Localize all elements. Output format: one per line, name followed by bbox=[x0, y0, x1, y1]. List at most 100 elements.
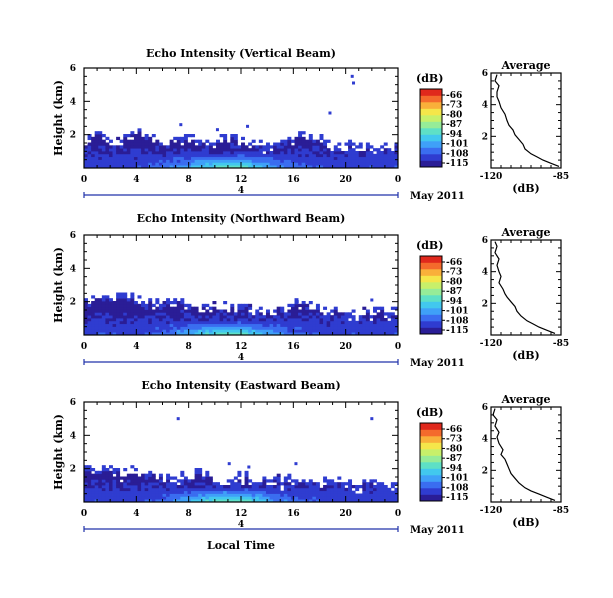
heatmap-cell bbox=[241, 148, 245, 152]
heatmap-cell bbox=[308, 326, 313, 330]
heatmap-cell bbox=[180, 136, 185, 141]
heatmap-cell bbox=[298, 134, 303, 138]
heatmap-cell bbox=[91, 479, 96, 483]
heatmap-cell bbox=[262, 323, 267, 327]
heatmap-cell bbox=[351, 315, 356, 319]
heatmap-cell bbox=[141, 306, 146, 310]
heatmap-cell bbox=[355, 151, 360, 155]
heatmap-cell bbox=[119, 493, 124, 497]
heatmap-cell bbox=[265, 326, 270, 330]
heatmap-cell bbox=[280, 499, 285, 503]
heatmap-cell bbox=[273, 487, 278, 492]
heatmap-cell bbox=[369, 490, 374, 494]
heatmap-cell bbox=[369, 482, 374, 486]
scatter-echo bbox=[179, 123, 183, 127]
heatmap-cell bbox=[123, 468, 128, 472]
heatmap-cell bbox=[180, 159, 185, 163]
heatmap-cell bbox=[387, 156, 392, 160]
heatmap-cell bbox=[187, 134, 192, 138]
heatmap-cell bbox=[233, 318, 238, 322]
heatmap-cell bbox=[351, 490, 356, 494]
heatmap-cell bbox=[269, 485, 274, 489]
colorbar-frame bbox=[419, 88, 443, 168]
heatmap-cell bbox=[105, 468, 110, 472]
heatmap-cell bbox=[315, 312, 320, 316]
heatmap-cell bbox=[365, 493, 370, 497]
heatmap-cell bbox=[241, 496, 245, 500]
heatmap-cell bbox=[312, 499, 317, 503]
heatmap-cell bbox=[308, 485, 313, 489]
heatmap-cell bbox=[333, 323, 338, 327]
heatmap-cell bbox=[176, 142, 181, 146]
heatmap-cell bbox=[87, 479, 92, 483]
heatmap-cell bbox=[176, 318, 181, 322]
heatmap-cell bbox=[173, 136, 178, 141]
heatmap-cell bbox=[223, 301, 228, 305]
heatmap-cell bbox=[294, 482, 299, 486]
heatmap-cell bbox=[108, 490, 113, 494]
heatmap-cell bbox=[358, 318, 363, 322]
colorbar-label: -108 bbox=[446, 483, 469, 493]
heatmap-cell bbox=[219, 156, 224, 160]
heatmap-cell bbox=[91, 485, 96, 489]
heatmap-cell bbox=[208, 490, 213, 494]
heatmap-cell bbox=[119, 309, 124, 313]
heatmap-cell bbox=[108, 139, 113, 143]
heatmap-cell bbox=[201, 153, 206, 158]
heatmap-cell bbox=[387, 332, 392, 336]
heatmap-cell bbox=[241, 323, 245, 327]
heatmap-cell bbox=[130, 476, 135, 480]
heatmap-cell bbox=[237, 159, 242, 163]
heatmap-cell bbox=[330, 320, 335, 325]
heatmap-cell bbox=[344, 482, 349, 486]
heatmap-cell bbox=[141, 476, 146, 480]
heatmap-cell bbox=[112, 499, 117, 503]
heatmap-cell bbox=[294, 159, 299, 163]
heatmap-cell bbox=[98, 479, 103, 483]
heatmap-cell bbox=[351, 142, 356, 146]
heatmap-cell bbox=[255, 482, 260, 486]
heatmap-cell bbox=[340, 162, 345, 166]
heatmap-cell bbox=[216, 156, 220, 160]
heatmap-cell bbox=[101, 162, 106, 166]
heatmap-cell bbox=[180, 490, 185, 494]
heatmap-cell bbox=[208, 329, 213, 333]
heatmap-cell bbox=[283, 142, 288, 146]
average-y-tick-label: 6 bbox=[482, 69, 488, 79]
heatmap-cell bbox=[169, 323, 174, 327]
heatmap-cell bbox=[94, 323, 99, 327]
heatmap-cell bbox=[116, 298, 121, 302]
heatmap-cell bbox=[162, 156, 167, 160]
heatmap-cell bbox=[305, 151, 310, 155]
heatmap-cell bbox=[180, 306, 185, 310]
heatmap-cell bbox=[166, 332, 171, 336]
heatmap-cell bbox=[130, 312, 135, 316]
heatmap-cell bbox=[180, 148, 185, 152]
heatmap-cell bbox=[98, 139, 103, 143]
heatmap-cell bbox=[237, 473, 242, 477]
heatmap-cell bbox=[308, 309, 313, 313]
heatmap-cell bbox=[383, 487, 388, 492]
heatmap-cell bbox=[91, 153, 96, 158]
heatmap-cell bbox=[223, 329, 228, 333]
heatmap-cell bbox=[305, 159, 310, 163]
heatmap-cell bbox=[148, 326, 153, 330]
heatmap-cell bbox=[173, 326, 178, 330]
heatmap-cell bbox=[337, 326, 342, 330]
heatmap-cell bbox=[280, 151, 285, 155]
heatmap-cell bbox=[333, 151, 338, 155]
heatmap-cell bbox=[151, 476, 156, 480]
heatmap-cell bbox=[348, 329, 353, 333]
heatmap-cell bbox=[287, 136, 292, 141]
colorbar-unit: (dB) bbox=[416, 239, 443, 252]
heatmap-cell bbox=[84, 468, 88, 472]
heatmap-cell bbox=[315, 148, 320, 152]
colorbar-swatch bbox=[420, 295, 442, 302]
heatmap-cell bbox=[273, 485, 278, 489]
heatmap-cell bbox=[112, 153, 117, 158]
heatmap-cell bbox=[326, 482, 331, 486]
heatmap-cell bbox=[166, 499, 171, 503]
heatmap-cell bbox=[298, 320, 303, 325]
heatmap-cell bbox=[223, 487, 228, 492]
heatmap-cell bbox=[169, 165, 174, 169]
